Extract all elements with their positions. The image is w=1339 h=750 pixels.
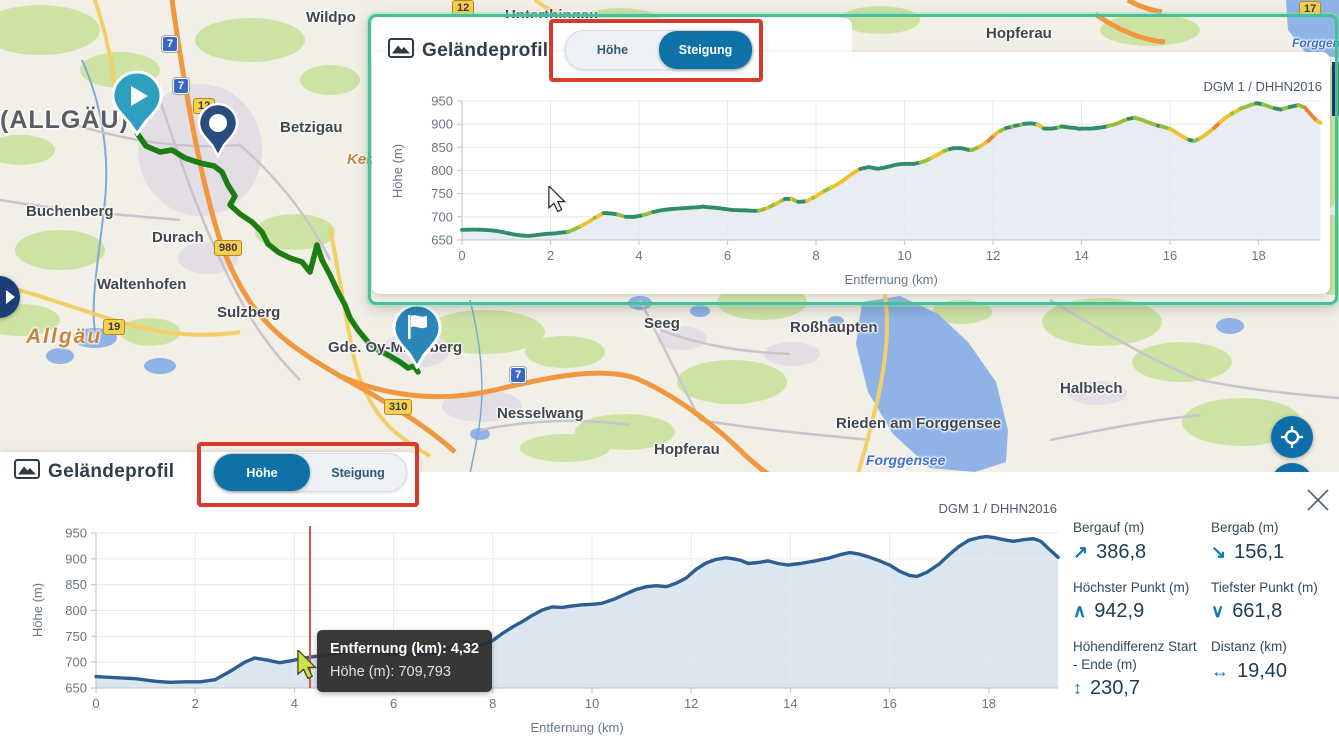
- peak-chevron-icon: ∧: [1073, 601, 1087, 622]
- svg-text:650: 650: [65, 681, 87, 696]
- bottom-elevation-source: DGM 1 / DHHN2016: [938, 501, 1057, 516]
- svg-text:8: 8: [812, 248, 819, 263]
- svg-text:10: 10: [897, 248, 911, 263]
- top-elevation-source: DGM 1 / DHHN2016: [1203, 79, 1322, 94]
- crosshair-icon: [1281, 426, 1303, 448]
- svg-text:750: 750: [431, 186, 453, 201]
- horizontal-arrows-icon: ↔: [1211, 660, 1229, 681]
- dot-icon: [209, 114, 227, 132]
- tooltip-elevation: Höhe (m): 709,793: [330, 664, 451, 681]
- bottom-panel-title: Geländeprofil: [48, 461, 175, 482]
- svg-text:0: 0: [92, 696, 99, 711]
- svg-text:2: 2: [192, 696, 199, 711]
- stat-bergauf: Bergauf (m) ↗ 386,8: [1073, 520, 1147, 563]
- valley-chevron-icon: ∨: [1211, 601, 1225, 622]
- stat-hoechster-punkt: Höchster Punkt (m) ∧ 942,9: [1073, 579, 1190, 623]
- chart-tooltip: Entfernung (km): 4,32 Höhe (m): 709,793: [317, 630, 493, 693]
- svg-text:800: 800: [65, 603, 87, 618]
- forest-patches: [0, 5, 1339, 462]
- svg-text:14: 14: [1074, 248, 1088, 263]
- locate-button[interactable]: [1271, 416, 1313, 458]
- svg-text:Entfernung (km): Entfernung (km): [531, 720, 624, 735]
- svg-text:700: 700: [431, 209, 453, 224]
- svg-text:0: 0: [458, 248, 465, 263]
- bottom-toggle-hoehe[interactable]: Höhe: [214, 454, 310, 491]
- chart-crosshair-line: [309, 526, 311, 688]
- route-line[interactable]: [134, 130, 421, 375]
- svg-text:14: 14: [783, 696, 797, 711]
- steigung-chart[interactable]: 650 700 750 800 850 900 950 0 2 4 6 8 10 12 14 16 18 Entf…: [372, 54, 1330, 294]
- close-panel-button[interactable]: [1303, 485, 1333, 515]
- top-toggle-hoehe[interactable]: Höhe: [596, 43, 629, 57]
- svg-text:950: 950: [431, 94, 453, 109]
- bottom-toggle-steigung[interactable]: Steigung: [331, 465, 385, 480]
- svg-text:8: 8: [489, 696, 496, 711]
- svg-text:12: 12: [684, 696, 698, 711]
- svg-text:900: 900: [65, 551, 87, 566]
- stat-distanz: Distanz (km) ↔ 19,40: [1211, 639, 1288, 682]
- svg-text:Entfernung (km): Entfernung (km): [845, 272, 938, 287]
- top-toggle-steigung[interactable]: Steigung: [659, 31, 752, 69]
- svg-text:850: 850: [65, 577, 87, 592]
- svg-text:6: 6: [724, 248, 731, 263]
- top-view-toggle: Höhe Steigung: [565, 30, 753, 70]
- highways: [169, 0, 1166, 477]
- svg-text:6: 6: [390, 696, 397, 711]
- tooltip-distance: Entfernung (km): 4,32: [330, 641, 480, 657]
- svg-text:900: 900: [431, 117, 453, 132]
- svg-text:16: 16: [882, 696, 896, 711]
- stat-bergab: Bergab (m) ↘ 156,1: [1211, 520, 1285, 563]
- svg-text:750: 750: [65, 629, 87, 644]
- terrain-profile-icon: [388, 38, 414, 64]
- svg-text:4: 4: [291, 696, 298, 711]
- start-marker[interactable]: [110, 70, 164, 141]
- flag-icon: [408, 315, 427, 339]
- waypoint-marker[interactable]: [196, 102, 240, 163]
- uphill-arrow-icon: ↗: [1073, 541, 1089, 562]
- stat-tiefster-punkt: Tiefster Punkt (m) ∨ 661,8: [1211, 579, 1318, 623]
- svg-text:950: 950: [65, 526, 87, 541]
- terrain-profile-icon: [14, 459, 40, 485]
- edge-scrollbar-fragment: [1332, 62, 1339, 116]
- top-panel-title: Geländeprofil: [422, 40, 549, 61]
- downhill-arrow-icon: ↘: [1211, 541, 1227, 562]
- close-icon: [1307, 489, 1329, 511]
- svg-text:2: 2: [547, 248, 554, 263]
- finish-marker[interactable]: [392, 303, 442, 374]
- svg-text:700: 700: [65, 655, 87, 670]
- svg-text:Höhe (m): Höhe (m): [30, 583, 45, 637]
- svg-text:10: 10: [585, 696, 599, 711]
- svg-text:18: 18: [982, 696, 996, 711]
- panel-toggle-button[interactable]: [0, 276, 20, 318]
- hoehe-chart[interactable]: 650 700 750 800 850 900 950 0 2 4 6 8 10 12 14 16 18 Entf…: [20, 512, 1070, 748]
- svg-text:4: 4: [635, 248, 642, 263]
- chevron-right-icon: [6, 290, 15, 304]
- bottom-view-toggle: Höhe Steigung: [213, 453, 407, 492]
- route-stats: Bergauf (m) ↗ 386,8 Bergab (m) ↘ 156,1 Höc…: [1073, 519, 1335, 700]
- svg-text:12: 12: [986, 248, 1000, 263]
- svg-text:16: 16: [1163, 248, 1177, 263]
- play-icon: [131, 86, 148, 106]
- svg-text:18: 18: [1251, 248, 1265, 263]
- svg-text:Höhe (m): Höhe (m): [390, 144, 405, 198]
- stat-hoehendifferenz: Höhendifferenz Start - Ende (m) ↕ 230,7: [1073, 639, 1197, 700]
- vertical-arrows-icon: ↕: [1073, 678, 1082, 699]
- svg-text:850: 850: [431, 140, 453, 155]
- svg-text:800: 800: [431, 163, 453, 178]
- svg-text:650: 650: [431, 233, 453, 248]
